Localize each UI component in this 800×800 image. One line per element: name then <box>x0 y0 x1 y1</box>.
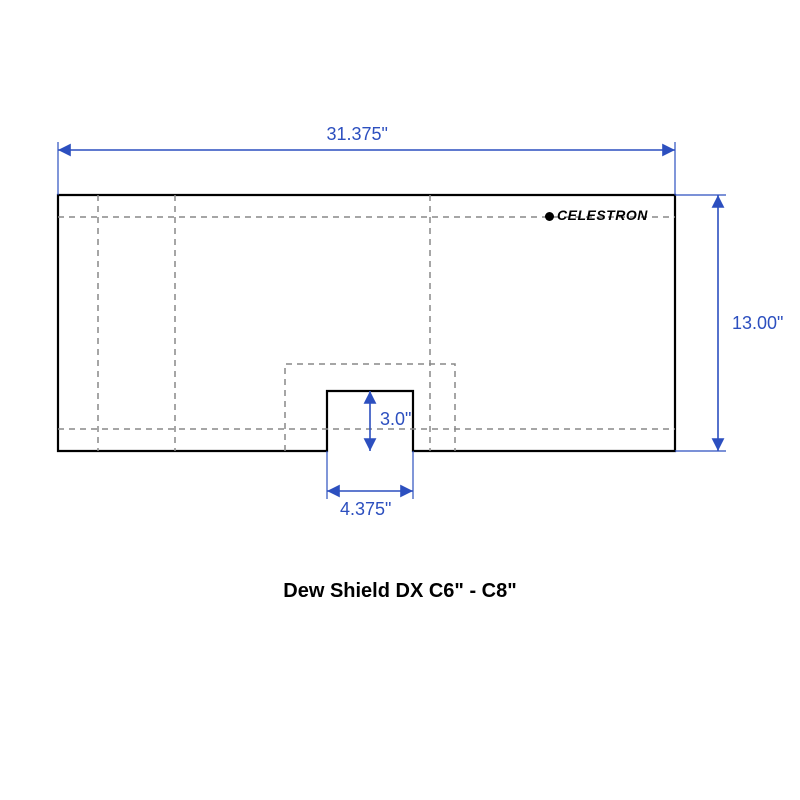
brand-text: CELESTRON <box>557 207 648 223</box>
diagram-canvas <box>0 0 800 800</box>
diagram-title: Dew Shield DX C6" - C8" <box>0 580 800 603</box>
dimension-notch-width-label: 4.375" <box>340 499 391 520</box>
brand-icon <box>545 212 554 221</box>
dimension-notch-height-label: 3.0" <box>380 409 411 430</box>
brand-logo: CELESTRON <box>545 207 648 223</box>
dimension-width-label: 31.375" <box>327 124 388 145</box>
dimension-height-label: 13.00" <box>732 313 783 334</box>
